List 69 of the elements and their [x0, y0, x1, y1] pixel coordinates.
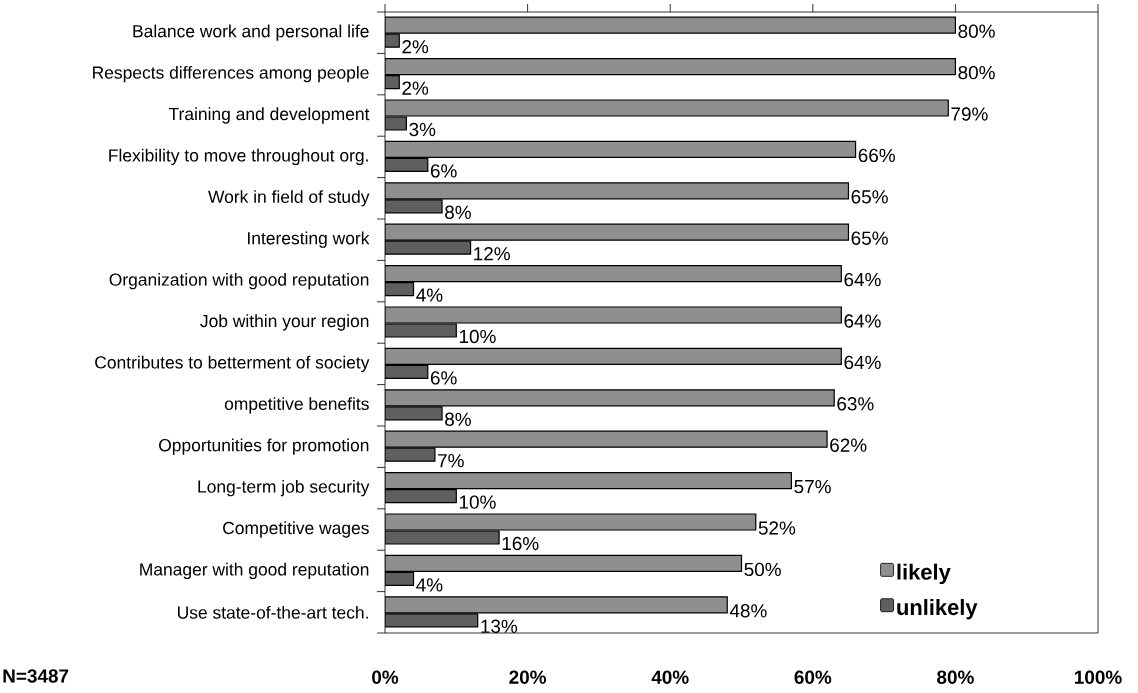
- bar: [385, 182, 850, 200]
- data-label: 80%: [958, 65, 995, 80]
- data-label: 64%: [844, 272, 881, 287]
- data-label: 50%: [744, 562, 781, 577]
- data-label: 62%: [830, 438, 867, 452]
- x-tick-label: 40%: [651, 670, 689, 684]
- bar: [385, 596, 728, 614]
- bar: [385, 58, 957, 76]
- y-tick-label: Organization with good reputation: [109, 272, 369, 290]
- data-label: 66%: [858, 148, 895, 163]
- bar: [385, 554, 743, 573]
- data-label: 16%: [502, 536, 539, 551]
- data-label: 13%: [481, 619, 518, 634]
- x-tick-label: 0%: [372, 670, 399, 684]
- data-label: 6%: [430, 371, 457, 385]
- y-tick-label: Contributes to betterment of society: [95, 355, 370, 373]
- y-tick-label: ompetitive benefits: [224, 397, 369, 414]
- y-tick-label: Competitive wages: [223, 521, 369, 538]
- data-label: 65%: [851, 190, 888, 204]
- y-tick-label: Training and development: [168, 107, 370, 124]
- data-label: 2%: [402, 40, 429, 54]
- text: N=3487: [3, 669, 69, 683]
- bar: [385, 389, 835, 407]
- x-tick-label: 60%: [794, 670, 832, 684]
- x-tick-label: 20%: [509, 670, 547, 684]
- data-label: 6%: [430, 164, 457, 178]
- bar: [385, 265, 842, 283]
- data-label: 64%: [844, 314, 881, 328]
- bar: [385, 489, 457, 504]
- data-label: 10%: [459, 495, 496, 509]
- y-tick-label: Balance work and personal life: [133, 24, 369, 41]
- y-tick-label: Opportunities for promotion: [159, 438, 369, 455]
- bar: [385, 16, 957, 34]
- data-label: 8%: [445, 412, 471, 427]
- bar: [385, 140, 857, 158]
- data-label: 4%: [416, 288, 443, 302]
- data-label: 63%: [837, 397, 874, 411]
- data-label: 80%: [958, 24, 995, 38]
- data-label: 64%: [844, 355, 881, 370]
- legend-label: unlikely: [897, 599, 978, 620]
- y-tick-label: Use state-of-the-art tech.: [177, 605, 368, 619]
- data-label: 2%: [402, 81, 429, 95]
- bar: [385, 223, 850, 241]
- y-tick-label: Respects differences among people: [93, 65, 369, 83]
- x-tick-label: 100%: [1074, 670, 1122, 684]
- data-label: 8%: [445, 205, 471, 220]
- legend-label: likely: [897, 563, 951, 585]
- y-tick-label: Flexibility to move throughout org.: [109, 148, 368, 166]
- data-label: 12%: [474, 247, 510, 261]
- bar: [385, 472, 793, 490]
- data-label: 10%: [459, 329, 496, 344]
- data-label: 79%: [951, 107, 988, 121]
- bar: [385, 240, 472, 255]
- x-tick-label: 80%: [937, 670, 974, 684]
- y-tick-label: Work in field of study: [208, 190, 370, 207]
- data-label: 7%: [438, 454, 464, 468]
- data-label: 65%: [851, 231, 888, 245]
- data-label: 4%: [416, 578, 443, 592]
- bar: [385, 613, 479, 628]
- y-tick-label: Interesting work: [248, 231, 370, 248]
- bar: [385, 430, 828, 448]
- y-tick-label: Manager with good reputation: [140, 562, 369, 580]
- bar: [385, 347, 842, 366]
- y-tick-label: Job within your region: [200, 314, 369, 331]
- data-label: 52%: [758, 521, 796, 535]
- data-label: 3%: [409, 122, 436, 137]
- data-label: 57%: [794, 479, 831, 494]
- data-label: 48%: [729, 604, 767, 618]
- y-tick-label: Long-term job security: [198, 479, 370, 497]
